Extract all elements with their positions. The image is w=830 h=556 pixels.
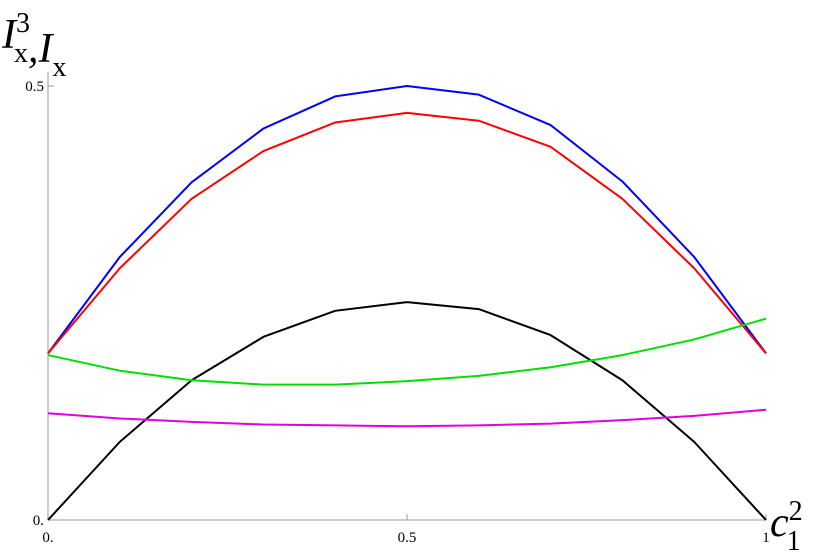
- y-tick-label: 0.: [33, 513, 44, 529]
- x-axis-label-sub: 1: [787, 526, 801, 556]
- x-tick-label: 0.5: [398, 530, 417, 546]
- x-axis-label: c2 1: [770, 496, 803, 556]
- y-axis-label-sub: x: [53, 52, 67, 83]
- y-axis-label-text: ,I: [28, 26, 55, 72]
- y-axis-label: I3 x,Ix: [1, 8, 67, 83]
- series-line: [47, 408, 767, 428]
- series-line: [47, 85, 767, 354]
- x-axis-label-sup: 2: [789, 496, 803, 527]
- series-line: [47, 301, 767, 521]
- series-line: [47, 111, 767, 354]
- y-tick-label: 0.5: [25, 79, 44, 95]
- x-tick-label: 1: [762, 530, 770, 546]
- x-tick-label: 0.: [42, 530, 53, 546]
- y-axis-label-text: I: [1, 12, 18, 58]
- y-axis-label-sub: x: [14, 38, 28, 69]
- x-axis-label-text: c: [770, 500, 789, 546]
- y-axis-label-sup: 3: [16, 8, 30, 39]
- series-line: [47, 317, 767, 386]
